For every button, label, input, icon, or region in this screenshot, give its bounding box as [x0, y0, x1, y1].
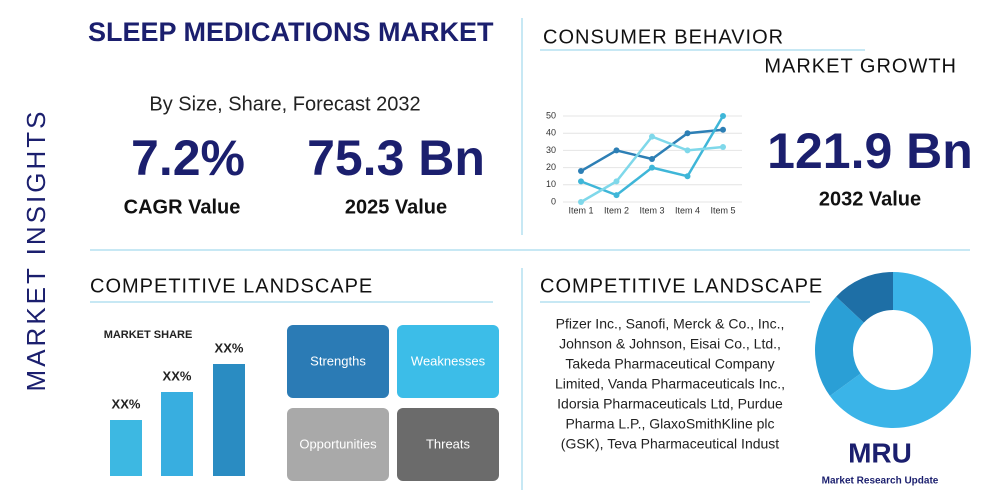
- logo-mark: MRU: [848, 437, 912, 468]
- company-line: Takeda Pharmaceutical Company: [565, 356, 774, 372]
- company-line: Pfizer Inc., Sanofi, Merck & Co., Inc.,: [556, 316, 785, 332]
- bar-label: XX%: [163, 368, 192, 383]
- subtitle: By Size, Share, Forecast 2032: [149, 93, 420, 115]
- company-line: (GSK), Teva Pharmaceutical Indust: [561, 436, 780, 452]
- stat-value: 75.3 Bn: [307, 130, 485, 186]
- bar-label: XX%: [112, 396, 141, 411]
- point: [613, 192, 620, 199]
- stat-label: 2025 Value: [345, 196, 447, 218]
- stat-value: 121.9 Bn: [767, 123, 973, 179]
- bar: [110, 420, 142, 476]
- swot-box: [287, 408, 389, 481]
- y-tick-label: 10: [546, 179, 556, 189]
- point: [684, 147, 691, 154]
- point: [578, 178, 584, 185]
- stat-value: 7.2%: [131, 130, 245, 186]
- line: [580, 115, 725, 197]
- bar: [161, 392, 193, 476]
- point: [649, 164, 655, 171]
- title: SLEEP MEDICATIONS MARKET: [88, 17, 494, 47]
- swot-label: Weaknesses: [411, 353, 486, 368]
- section-title: CONSUMER BEHAVIOR: [543, 26, 784, 48]
- x-tick-label: Item 4: [675, 205, 700, 215]
- section-title: COMPETITIVE LANDSCAPE: [540, 275, 823, 297]
- section-subtitle: MARKET GROWTH: [764, 55, 957, 77]
- point: [720, 126, 726, 133]
- y-tick-label: 40: [546, 128, 556, 138]
- donut-slice: [814, 296, 864, 396]
- x-tick-label: Item 5: [710, 205, 735, 215]
- swot-label: Threats: [426, 436, 471, 451]
- swot-label: Opportunities: [299, 436, 377, 451]
- swot-label: Strengths: [310, 353, 366, 368]
- swot-box: [287, 325, 389, 398]
- point: [613, 147, 620, 154]
- x-tick-label: Item 3: [639, 205, 664, 215]
- swot-box: [397, 325, 499, 398]
- point: [720, 113, 726, 119]
- stat-label: CAGR Value: [124, 196, 241, 218]
- section-title: COMPETITIVE LANDSCAPE: [90, 275, 373, 297]
- donut-slice: [829, 272, 971, 429]
- chart-title: MARKET SHARE: [104, 329, 193, 341]
- y-tick-label: 50: [546, 110, 556, 120]
- point: [649, 156, 655, 162]
- company-line: Pharma L.P., GlaxoSmithKline plc: [565, 416, 774, 432]
- y-tick-label: 0: [551, 196, 556, 206]
- point: [649, 133, 655, 140]
- bar: [213, 364, 245, 476]
- company-line: Idorsia Pharmaceuticals Ltd, Purdue: [557, 396, 783, 412]
- bar-label: XX%: [215, 340, 244, 355]
- y-tick-label: 20: [546, 162, 556, 172]
- logo-name: Market Research Update: [822, 476, 939, 487]
- point: [684, 130, 691, 137]
- swot-box: [397, 408, 499, 481]
- company-line: Limited, Vanda Pharmaceuticals Inc.,: [555, 376, 785, 392]
- x-tick-label: Item 2: [604, 205, 629, 215]
- company-line: Johnson & Johnson, Eisai Co., Ltd.,: [559, 336, 781, 352]
- point: [613, 178, 620, 185]
- stat-label: 2032 Value: [819, 188, 921, 210]
- point: [684, 173, 691, 180]
- y-tick-label: 30: [546, 145, 556, 155]
- x-tick-label: Item 1: [568, 205, 593, 215]
- point: [578, 199, 584, 205]
- side-label: MARKET INSIGHTS: [21, 109, 51, 392]
- donut-slice: [836, 272, 893, 323]
- point: [578, 168, 584, 175]
- point: [720, 143, 726, 150]
